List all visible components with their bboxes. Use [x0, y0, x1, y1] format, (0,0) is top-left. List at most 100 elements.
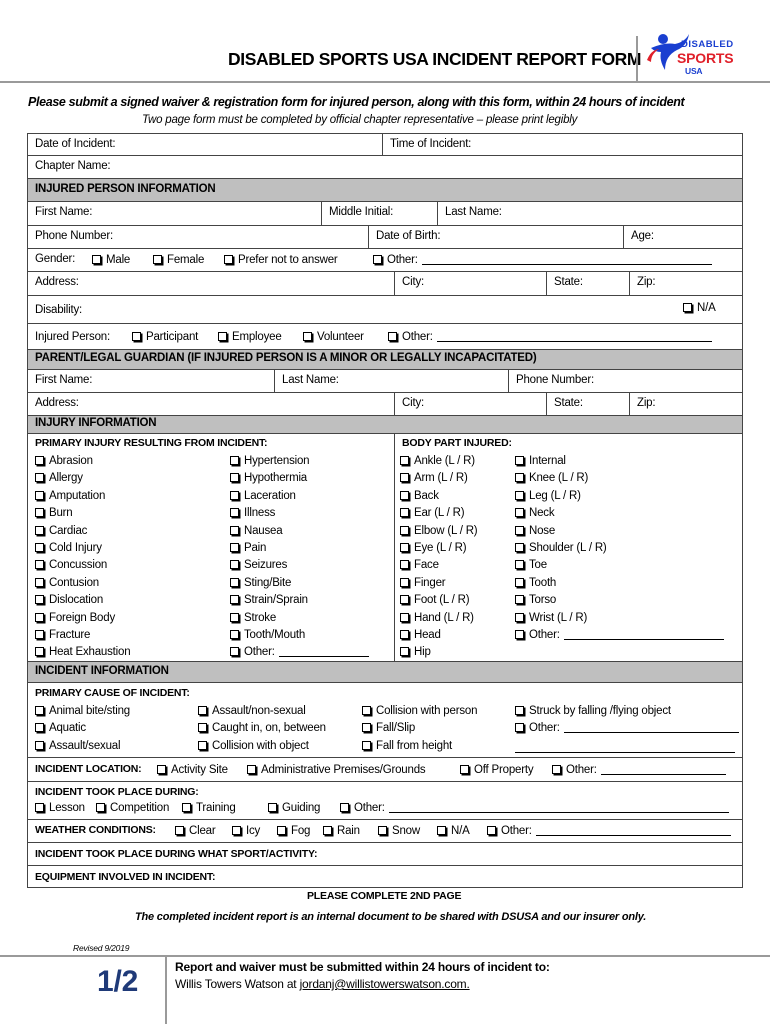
cause-option[interactable]: Assault/sexual: [35, 740, 121, 752]
gender-option[interactable]: Prefer not to answer: [224, 254, 338, 266]
injury-option[interactable]: Tooth: [515, 577, 556, 589]
cause-option[interactable]: Struck by falling /flying object: [515, 705, 671, 717]
injury-option[interactable]: Illness: [230, 507, 275, 519]
injury-option[interactable]: Cold Injury: [35, 542, 102, 554]
during-option[interactable]: Lesson: [35, 802, 85, 814]
injury-option[interactable]: Toe: [515, 559, 547, 571]
cause-option[interactable]: Animal bite/sting: [35, 705, 130, 717]
injured-person-option[interactable]: Employee: [218, 331, 282, 343]
injury-option[interactable]: Arm (L / R): [400, 472, 468, 484]
injury-option[interactable]: Finger: [400, 577, 446, 589]
injury-option[interactable]: Seizures: [230, 559, 287, 571]
injured-person-option[interactable]: Other:: [388, 331, 712, 343]
injury-option[interactable]: Burn: [35, 507, 73, 519]
injury-option[interactable]: Foot (L / R): [400, 594, 470, 606]
injury-option[interactable]: Amputation: [35, 490, 105, 502]
dob-field[interactable]: Date of Birth:: [376, 230, 441, 242]
date-field[interactable]: Date of Incident:: [35, 138, 116, 150]
cause-option[interactable]: Other:: [515, 722, 739, 734]
state-field[interactable]: State:: [554, 276, 583, 288]
gender-option[interactable]: Male: [92, 254, 130, 266]
injury-option[interactable]: Ankle (L / R): [400, 455, 475, 467]
other-blank-line[interactable]: [563, 722, 739, 734]
cause-option[interactable]: Aquatic: [35, 722, 86, 734]
injury-option[interactable]: Internal: [515, 455, 566, 467]
injury-option[interactable]: Other:: [515, 629, 724, 641]
email-link[interactable]: jordanj@willistowerswatson.com.: [299, 977, 470, 991]
injury-option[interactable]: Contusion: [35, 577, 99, 589]
last-name-field[interactable]: Last Name:: [445, 206, 502, 218]
injury-option[interactable]: Ear (L / R): [400, 507, 465, 519]
location-option[interactable]: Off Property: [460, 764, 534, 776]
injury-option[interactable]: Nose: [515, 525, 555, 537]
injury-option[interactable]: Face: [400, 559, 439, 571]
chapter-field[interactable]: Chapter Name:: [35, 160, 111, 172]
gender-option[interactable]: Other:: [373, 254, 712, 266]
injury-option[interactable]: Fracture: [35, 629, 90, 641]
injury-option[interactable]: Abrasion: [35, 455, 93, 467]
injury-option[interactable]: Elbow (L / R): [400, 525, 478, 537]
injury-option[interactable]: Foreign Body: [35, 612, 115, 624]
cause-option[interactable]: Fall/Slip: [362, 722, 415, 734]
city-field[interactable]: City:: [402, 276, 425, 288]
na-checkbox[interactable]: N/A: [683, 302, 716, 314]
injury-option[interactable]: Leg (L / R): [515, 490, 581, 502]
disability-field[interactable]: Disability:: [35, 304, 83, 316]
sport-row[interactable]: INCIDENT TOOK PLACE DURING WHAT SPORT/AC…: [27, 843, 743, 866]
injured-person-option[interactable]: Participant: [132, 331, 198, 343]
time-field[interactable]: Time of Incident:: [390, 138, 472, 150]
weather-option[interactable]: Fog: [277, 825, 310, 837]
injury-option[interactable]: Head: [400, 629, 441, 641]
weather-option[interactable]: N/A: [437, 825, 470, 837]
injury-option[interactable]: Back: [400, 490, 439, 502]
during-option[interactable]: Guiding: [268, 802, 320, 814]
guardian-address-field[interactable]: Address:: [35, 397, 79, 409]
other-blank-line[interactable]: [388, 802, 729, 813]
first-name-field[interactable]: First Name:: [35, 206, 93, 218]
guardian-last-name-field[interactable]: Last Name:: [282, 374, 339, 386]
other-blank-line[interactable]: [535, 825, 731, 836]
injury-option[interactable]: Concussion: [35, 559, 107, 571]
weather-option[interactable]: Clear: [175, 825, 216, 837]
age-field[interactable]: Age:: [631, 230, 654, 242]
injury-option[interactable]: Heat Exhaustion: [35, 646, 131, 658]
guardian-zip-field[interactable]: Zip:: [637, 397, 656, 409]
other-blank-line[interactable]: [278, 646, 369, 658]
injury-option[interactable]: Stroke: [230, 612, 276, 624]
cause-option[interactable]: Assault/non-sexual: [198, 705, 306, 717]
injury-option[interactable]: Cardiac: [35, 525, 87, 537]
cause-option[interactable]: Collision with object: [198, 740, 309, 752]
injury-option[interactable]: Hip: [400, 646, 431, 658]
injury-option[interactable]: Shoulder (L / R): [515, 542, 607, 554]
injury-option[interactable]: Knee (L / R): [515, 472, 588, 484]
other-blank-line[interactable]: [436, 331, 712, 342]
guardian-first-name-field[interactable]: First Name:: [35, 374, 93, 386]
location-option[interactable]: Other:: [552, 764, 726, 776]
during-option[interactable]: Competition: [96, 802, 169, 814]
other-blank-line[interactable]: [421, 254, 712, 265]
middle-initial-field[interactable]: Middle Initial:: [329, 206, 394, 218]
injury-option[interactable]: Hypothermia: [230, 472, 307, 484]
location-option[interactable]: Activity Site: [157, 764, 228, 776]
blank-line[interactable]: [515, 742, 735, 753]
injury-option[interactable]: Other:: [230, 646, 369, 658]
injury-option[interactable]: Hypertension: [230, 455, 310, 467]
gender-option[interactable]: Female: [153, 254, 204, 266]
weather-option[interactable]: Rain: [323, 825, 360, 837]
injury-option[interactable]: Neck: [515, 507, 555, 519]
cause-option[interactable]: Collision with person: [362, 705, 477, 717]
injury-option[interactable]: Tooth/Mouth: [230, 629, 305, 641]
weather-option[interactable]: Icy: [232, 825, 260, 837]
cause-option[interactable]: Caught in, on, between: [198, 722, 326, 734]
injury-option[interactable]: Nausea: [230, 525, 283, 537]
guardian-state-field[interactable]: State:: [554, 397, 583, 409]
injury-option[interactable]: Wrist (L / R): [515, 612, 587, 624]
during-option[interactable]: Other:: [340, 802, 729, 814]
injury-option[interactable]: Sting/Bite: [230, 577, 291, 589]
injury-option[interactable]: Laceration: [230, 490, 296, 502]
injury-option[interactable]: Torso: [515, 594, 556, 606]
location-option[interactable]: Administrative Premises/Grounds: [247, 764, 426, 776]
weather-option[interactable]: Other:: [487, 825, 731, 837]
guardian-phone-field[interactable]: Phone Number:: [516, 374, 594, 386]
cause-option[interactable]: Fall from height: [362, 740, 452, 752]
